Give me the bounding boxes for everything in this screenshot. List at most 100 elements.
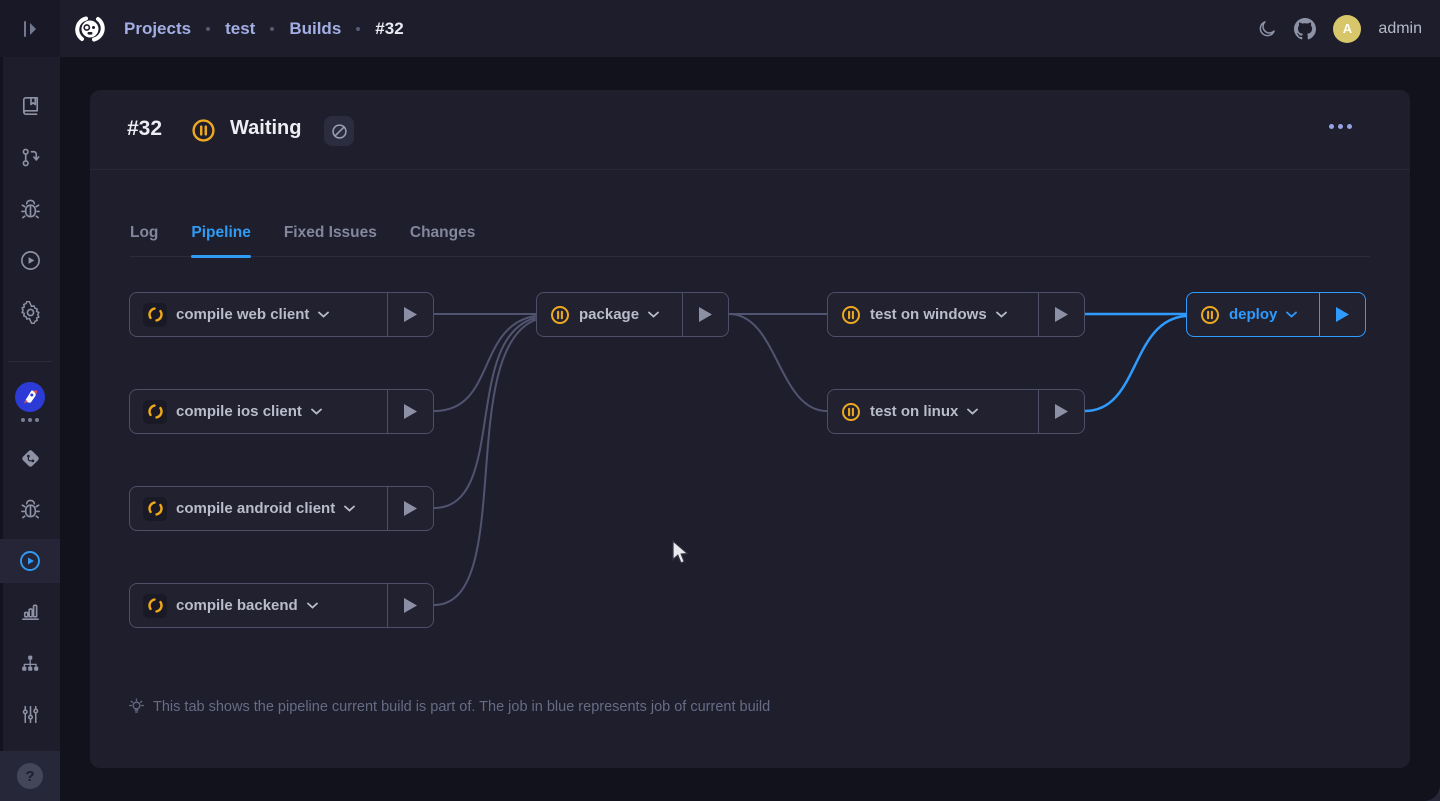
cancel-slash-icon bbox=[331, 123, 347, 139]
more-options-button[interactable] bbox=[1323, 118, 1358, 135]
breadcrumb-projects[interactable]: Projects bbox=[124, 18, 192, 38]
help-icon[interactable]: ? bbox=[17, 763, 43, 789]
sidebar-item-builds[interactable] bbox=[0, 238, 60, 282]
onedev-logo[interactable] bbox=[72, 11, 108, 47]
job-test-on-windows[interactable]: test on windows bbox=[827, 292, 1085, 337]
pull-request-icon bbox=[22, 148, 39, 166]
sidebar-item-stats[interactable] bbox=[0, 589, 60, 633]
job-dropdown[interactable]: compile android client bbox=[130, 487, 387, 530]
play-icon bbox=[404, 598, 417, 613]
username-label[interactable]: admin bbox=[1378, 19, 1422, 37]
pipeline-note: This tab shows the pipeline current buil… bbox=[128, 698, 770, 715]
sidebar-item-code[interactable] bbox=[0, 436, 60, 480]
running-spinner-icon bbox=[143, 399, 167, 424]
breadcrumb-separator bbox=[270, 26, 275, 31]
cancel-build-button[interactable] bbox=[324, 116, 354, 146]
settings-sliders-icon bbox=[22, 705, 38, 723]
play-circle-icon bbox=[20, 250, 40, 270]
chevron-down-icon bbox=[306, 602, 318, 609]
job-compile-backend[interactable]: compile backend bbox=[129, 583, 434, 628]
tab-changes[interactable]: Changes bbox=[409, 224, 476, 241]
run-job-button[interactable] bbox=[387, 584, 433, 627]
mouse-cursor bbox=[672, 540, 689, 564]
breadcrumb-separator bbox=[356, 26, 361, 31]
chevron-down-icon bbox=[310, 408, 322, 415]
job-dropdown[interactable]: compile web client bbox=[130, 293, 387, 336]
pause-circle-icon bbox=[1201, 305, 1219, 324]
bug-icon bbox=[20, 199, 40, 218]
play-icon bbox=[1336, 307, 1349, 322]
pause-circle-icon bbox=[842, 402, 860, 421]
topbar-actions: A admin bbox=[1257, 0, 1422, 57]
chevron-down-icon bbox=[967, 408, 979, 415]
play-icon bbox=[404, 404, 417, 419]
sidebar-item-docs[interactable] bbox=[0, 83, 60, 127]
gear-icon bbox=[20, 300, 40, 324]
sidebar-item-issues[interactable] bbox=[0, 187, 60, 231]
pause-circle-icon bbox=[842, 305, 860, 324]
sidebar-item-project-builds-active[interactable] bbox=[0, 539, 60, 583]
dark-mode-moon-icon[interactable] bbox=[1257, 19, 1277, 39]
build-status-label: Waiting bbox=[230, 117, 302, 139]
build-number: #32 bbox=[127, 117, 163, 140]
job-dropdown[interactable]: compile ios client bbox=[130, 390, 387, 433]
job-test-on-linux[interactable]: test on linux bbox=[827, 389, 1085, 434]
sidebar-item-child-projects[interactable] bbox=[0, 641, 60, 685]
running-spinner-icon bbox=[143, 302, 167, 327]
topbar: Projects test Builds #32 A admin bbox=[0, 0, 1440, 57]
code-diamond-icon bbox=[21, 449, 39, 467]
play-icon bbox=[1055, 404, 1068, 419]
run-job-button[interactable] bbox=[387, 293, 433, 336]
job-dropdown[interactable]: test on windows bbox=[828, 293, 1038, 336]
job-deploy-current[interactable]: deploy bbox=[1186, 292, 1366, 337]
chevron-down-icon bbox=[318, 311, 330, 318]
sidebar-item-pull-requests[interactable] bbox=[0, 135, 60, 179]
job-dropdown[interactable]: compile backend bbox=[130, 584, 387, 627]
builds-play-circle-icon bbox=[20, 551, 40, 571]
job-package[interactable]: package bbox=[536, 292, 729, 337]
breadcrumb-project-test[interactable]: test bbox=[225, 18, 256, 38]
sidebar-help-area: ? bbox=[0, 751, 60, 801]
running-spinner-icon bbox=[143, 496, 167, 521]
project-rocket-avatar[interactable] bbox=[15, 382, 45, 412]
pause-circle-status-icon bbox=[191, 118, 216, 148]
stats-bar-chart-icon bbox=[21, 603, 39, 620]
breadcrumb-builds[interactable]: Builds bbox=[289, 18, 342, 38]
chevron-down-icon bbox=[344, 505, 356, 512]
bug-icon bbox=[20, 499, 40, 518]
job-compile-web-client[interactable]: compile web client bbox=[129, 292, 434, 337]
run-job-button[interactable] bbox=[1319, 293, 1365, 336]
play-icon bbox=[404, 501, 417, 516]
sidebar-item-project-settings[interactable] bbox=[0, 692, 60, 736]
github-icon[interactable] bbox=[1294, 17, 1317, 40]
breadcrumb-separator bbox=[206, 26, 211, 31]
job-dropdown[interactable]: package bbox=[537, 293, 682, 336]
tab-pipeline[interactable]: Pipeline bbox=[191, 212, 252, 258]
chevron-down-icon bbox=[648, 311, 659, 318]
job-dropdown[interactable]: test on linux bbox=[828, 390, 1038, 433]
run-job-button[interactable] bbox=[1038, 293, 1084, 336]
chevron-down-icon bbox=[995, 311, 1007, 318]
run-job-button[interactable] bbox=[387, 487, 433, 530]
sidebar-expand-icon[interactable] bbox=[18, 16, 44, 42]
user-avatar[interactable]: A bbox=[1333, 14, 1362, 43]
breadcrumb-build-number: #32 bbox=[375, 18, 404, 38]
job-compile-android-client[interactable]: compile android client bbox=[129, 486, 434, 531]
sidebar-item-settings[interactable] bbox=[0, 290, 60, 334]
sidebar-item-project-issues[interactable] bbox=[0, 487, 60, 531]
run-job-button[interactable] bbox=[387, 390, 433, 433]
run-job-button[interactable] bbox=[682, 293, 728, 336]
play-icon bbox=[404, 307, 417, 322]
pause-circle-icon bbox=[551, 305, 569, 324]
tab-log[interactable]: Log bbox=[130, 224, 159, 241]
sidebar: ? bbox=[0, 57, 60, 801]
job-compile-ios-client[interactable]: compile ios client bbox=[129, 389, 434, 434]
project-more-ellipsis-icon[interactable] bbox=[0, 418, 60, 422]
job-dropdown[interactable]: deploy bbox=[1187, 293, 1319, 336]
run-job-button[interactable] bbox=[1038, 390, 1084, 433]
rocket-icon bbox=[23, 390, 38, 404]
breadcrumb: Projects test Builds #32 bbox=[124, 0, 404, 57]
tip-bulb-icon bbox=[129, 698, 144, 713]
tab-fixed-issues[interactable]: Fixed Issues bbox=[283, 224, 377, 241]
